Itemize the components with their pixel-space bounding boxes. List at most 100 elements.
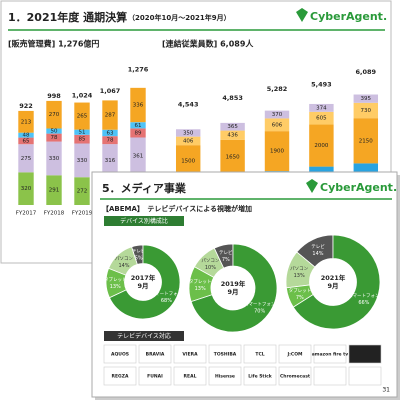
slice-name: テレビ bbox=[311, 243, 325, 250]
bar-segment bbox=[46, 100, 62, 129]
bar-segment bbox=[102, 129, 118, 137]
bar-segment bbox=[46, 175, 62, 205]
segment-label: 291 bbox=[49, 188, 60, 194]
section-box bbox=[104, 331, 184, 341]
slice-name: パソコン bbox=[290, 266, 308, 272]
segment-label: 370 bbox=[272, 112, 283, 118]
device-logo: Life Stick bbox=[248, 374, 273, 380]
logo: CyberAgent. bbox=[310, 10, 387, 23]
total-label: 5,493 bbox=[311, 80, 332, 88]
segment-label: 48 bbox=[23, 133, 30, 139]
slice-name: スマートフォン bbox=[151, 291, 183, 297]
segment-label: 272 bbox=[77, 189, 88, 195]
slice-label: 70% bbox=[254, 308, 265, 314]
bar-segment bbox=[74, 177, 90, 205]
bar-segment bbox=[309, 124, 334, 167]
slice-name: タブレット bbox=[189, 278, 212, 285]
total-label: 922 bbox=[19, 102, 33, 110]
slice-label: 14% bbox=[118, 263, 129, 269]
bar-segment bbox=[18, 132, 34, 138]
segment-label: 63 bbox=[107, 130, 114, 136]
bar-segment bbox=[46, 141, 62, 176]
bar-segment bbox=[309, 103, 334, 112]
segment-label: 213 bbox=[21, 119, 32, 125]
x-tick-label: FY2019 bbox=[72, 211, 93, 217]
slice-label: 5% bbox=[135, 256, 143, 262]
device-tile bbox=[348, 366, 382, 386]
device-logo: FUNAI bbox=[147, 374, 163, 380]
bar-segment bbox=[220, 122, 245, 131]
slice-name: テレビ bbox=[132, 248, 146, 255]
segment-label: 85 bbox=[79, 137, 86, 143]
page-number: 31 bbox=[382, 387, 390, 394]
total-label: 6,089 bbox=[356, 68, 377, 76]
front-slide: 5．メディア事業 CyberAgent. 【ABEMA】 テレビデバイスによる視… bbox=[91, 171, 400, 400]
section-box bbox=[104, 216, 184, 226]
slice-name: スマートフォン bbox=[348, 293, 380, 299]
device-tile bbox=[208, 344, 242, 364]
segment-label: 320 bbox=[21, 186, 32, 192]
bar-segment bbox=[102, 100, 118, 130]
device-logo: Hisense bbox=[215, 374, 235, 380]
bar-segment bbox=[46, 133, 62, 142]
bar-segment bbox=[264, 131, 290, 172]
donut-slice bbox=[108, 244, 181, 320]
segment-label: 50 bbox=[51, 129, 58, 135]
segment-label: 361 bbox=[133, 153, 144, 159]
total-label: 1,024 bbox=[72, 91, 93, 99]
device-tile bbox=[348, 344, 382, 364]
segment-label: 287 bbox=[105, 113, 116, 119]
donut-slice bbox=[190, 243, 278, 333]
segment-label: 78 bbox=[107, 138, 114, 144]
bar-segment bbox=[220, 130, 245, 140]
segment-label: 365 bbox=[227, 124, 238, 130]
segment-label: 1900 bbox=[270, 149, 284, 155]
device-logo: AQUOS bbox=[111, 352, 129, 358]
logo-icon bbox=[296, 8, 308, 22]
segment-label: 406 bbox=[183, 138, 194, 144]
bar-segment bbox=[353, 118, 379, 164]
slice-name: パソコン bbox=[115, 256, 133, 262]
slice-label: 13% bbox=[195, 286, 206, 292]
segment-label: 89 bbox=[135, 130, 142, 136]
bar-segment bbox=[264, 110, 290, 119]
device-logo: REAL bbox=[184, 374, 197, 380]
slice-name: テレビ bbox=[219, 249, 233, 256]
device-tile bbox=[103, 344, 137, 364]
section-label: テレビデバイス対応 bbox=[117, 332, 171, 340]
device-tile bbox=[313, 344, 347, 364]
bar-segment bbox=[18, 144, 34, 173]
x-tick-label: FY2018 bbox=[44, 211, 65, 217]
segment-label: 395 bbox=[361, 96, 372, 102]
panel-header: [連結従業員数] 6,089人 bbox=[162, 39, 254, 49]
x-tick-label: FY2017 bbox=[16, 211, 37, 217]
device-logo: TOSHIBA bbox=[214, 352, 237, 358]
bar-segment bbox=[353, 94, 379, 103]
device-tile bbox=[243, 344, 277, 364]
device-tile bbox=[208, 366, 242, 386]
donut-title: 2019年 bbox=[221, 279, 246, 288]
bar-segment bbox=[175, 145, 201, 177]
segment-label: 374 bbox=[316, 105, 327, 111]
device-logo: J:COM bbox=[286, 352, 303, 358]
segment-label: 51 bbox=[79, 130, 86, 136]
bar-segment bbox=[175, 136, 201, 146]
segment-label: 1500 bbox=[181, 158, 195, 164]
slice-label: 10% bbox=[205, 265, 216, 271]
device-tile bbox=[243, 366, 277, 386]
bar-segment bbox=[74, 143, 90, 178]
segment-label: 78 bbox=[51, 135, 58, 141]
device-logo: VIERA bbox=[182, 352, 198, 358]
donut-title: 9月 bbox=[227, 288, 238, 296]
donut-slice bbox=[292, 234, 381, 330]
bar-segment bbox=[130, 137, 146, 175]
slice-name: スマートフォン bbox=[244, 301, 276, 307]
bar-segment bbox=[264, 118, 290, 132]
slice-label: 68% bbox=[161, 298, 172, 304]
segment-label: 65 bbox=[23, 138, 30, 144]
bar-segment bbox=[74, 129, 90, 135]
segment-label: 2150 bbox=[359, 138, 373, 144]
slice-label: 13% bbox=[294, 273, 305, 279]
bar-segment bbox=[46, 128, 62, 134]
total-label: 1,067 bbox=[100, 87, 121, 95]
